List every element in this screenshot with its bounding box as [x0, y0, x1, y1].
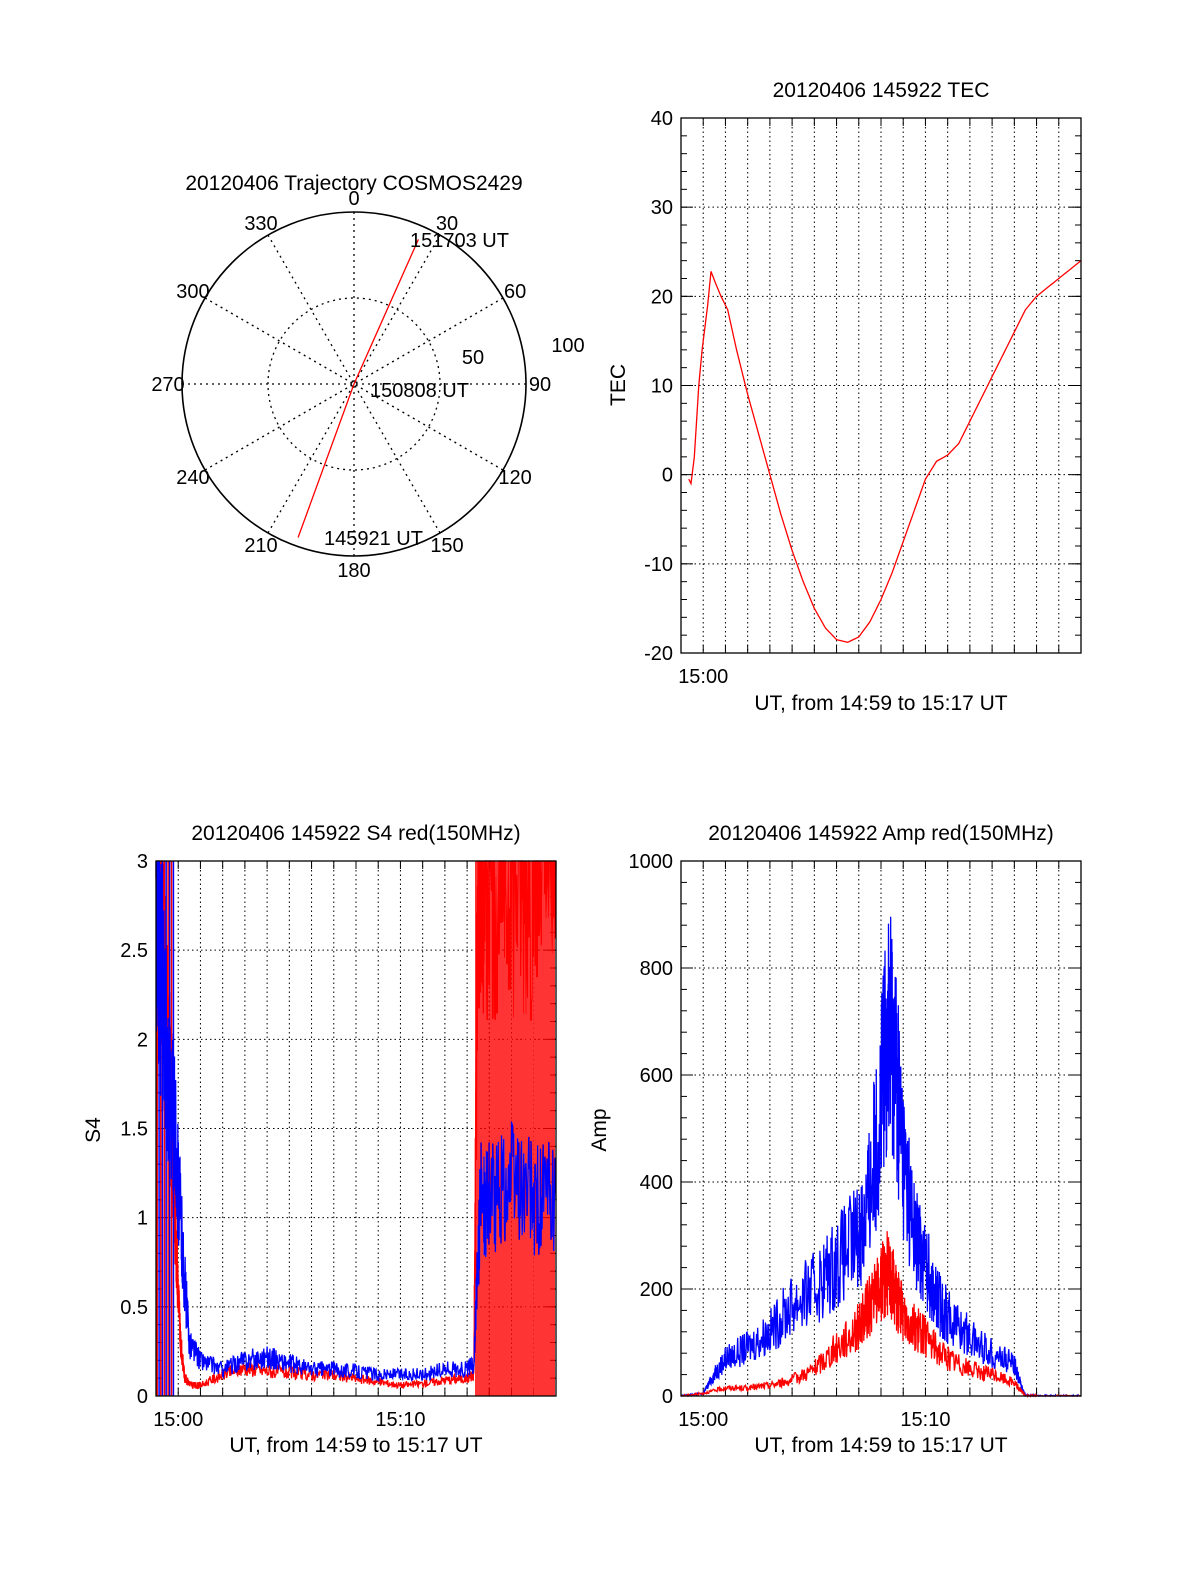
s4-chart: 20120406 145922 S4 red(150MHz) 0 0.5 1 1.5 2…	[82, 822, 557, 1457]
y-tick-label: 10	[651, 376, 673, 398]
amp-x-tick-labels: 15:00 15:10	[678, 1409, 950, 1431]
y-tick-label: 40	[651, 108, 673, 130]
y-tick-label: 0	[137, 1386, 148, 1408]
x-tick-label: 15:10	[375, 1409, 425, 1431]
amp-title: 20120406 145922 Amp red(150MHz)	[708, 822, 1054, 845]
tec-series-line	[688, 260, 1082, 643]
polar-angle-label: 300	[176, 281, 209, 303]
y-tick-label: 800	[640, 958, 673, 980]
y-tick-label: 400	[640, 1172, 673, 1194]
tec-x-tick-labels: 15:00	[678, 666, 728, 688]
x-tick-label: 15:00	[153, 1409, 203, 1431]
trajectory-label-mid: 150808 UT	[370, 380, 469, 402]
y-tick-label: 30	[651, 197, 673, 219]
tec-title: 20120406 145922 TEC	[773, 79, 990, 102]
polar-angle-label: 90	[529, 374, 551, 396]
amp-chart: 20120406 145922 Amp red(150MHz) 0 200 400 6…	[588, 822, 1082, 1457]
trajectory-polar-chart: 20120406 Trajectory COSMOS2429 0 30 60 90 12…	[151, 172, 584, 582]
polar-angle-label: 0	[348, 188, 359, 210]
x-tick-label: 15:10	[900, 1409, 950, 1431]
s4-title: 20120406 145922 S4 red(150MHz)	[191, 822, 520, 845]
tec-y-axis-label: TEC	[607, 364, 630, 406]
polar-angle-label: 240	[176, 467, 209, 489]
polar-angle-label: 210	[244, 535, 277, 557]
tec-y-tick-labels: -20 -10 0 10 20 30 40	[644, 108, 673, 665]
tec-x-axis-label: UT, from 14:59 to 15:17 UT	[754, 692, 1007, 715]
amp-y-tick-labels: 0 200 400 600 800 1000	[629, 851, 674, 1408]
y-tick-label: 0.5	[120, 1297, 148, 1319]
y-tick-label: 600	[640, 1065, 673, 1087]
tec-ticks	[681, 117, 1081, 654]
polar-radius-label-100: 100	[551, 335, 584, 357]
polar-angle-label: 150	[430, 535, 463, 557]
y-tick-label: 2.5	[120, 940, 148, 962]
trajectory-line	[297, 239, 419, 538]
polar-title: 20120406 Trajectory COSMOS2429	[185, 172, 522, 195]
s4-blue-series-line	[155, 860, 557, 1383]
polar-angle-labels: 0 30 60 90 120 150 180 210 240 270 300 330	[151, 188, 551, 582]
y-tick-label: 2	[137, 1029, 148, 1051]
amp-x-axis-label: UT, from 14:59 to 15:17 UT	[754, 1434, 1007, 1457]
s4-x-axis-label: UT, from 14:59 to 15:17 UT	[229, 1434, 482, 1457]
trajectory-label-end: 151703 UT	[410, 230, 509, 252]
polar-angle-label: 120	[498, 467, 531, 489]
s4-x-tick-labels: 15:00 15:10	[153, 1409, 425, 1431]
y-tick-label: 20	[651, 286, 673, 308]
s4-plot-frame	[155, 860, 557, 1397]
tec-grid	[681, 118, 1081, 653]
y-tick-label: 1.5	[120, 1119, 148, 1141]
polar-angle-label: 270	[151, 374, 184, 396]
s4-y-tick-labels: 0 0.5 1 1.5 2 2.5 3	[120, 851, 148, 1408]
amp-plot-frame	[680, 860, 1082, 1397]
y-tick-label: 1000	[629, 851, 674, 873]
amp-blue-series-line	[680, 916, 1081, 1398]
amp-ticks	[681, 860, 1081, 1397]
tec-plot-frame	[680, 117, 1082, 654]
polar-angle-label: 330	[244, 213, 277, 235]
y-tick-label: 0	[662, 1386, 673, 1408]
y-tick-label: 0	[662, 465, 673, 487]
polar-radius-label-50: 50	[462, 347, 484, 369]
y-tick-label: -20	[644, 643, 673, 665]
y-tick-label: 1	[137, 1208, 148, 1230]
y-tick-label: -10	[644, 554, 673, 576]
polar-angle-label: 60	[504, 281, 526, 303]
s4-y-axis-label: S4	[82, 1117, 105, 1143]
amp-red-series-line	[680, 1231, 1081, 1399]
y-tick-label: 3	[137, 851, 148, 873]
polar-angle-label: 30	[436, 213, 458, 235]
tec-chart: 20120406 145922 TEC -20 -10 0 10 20 30 40 15:0…	[607, 79, 1082, 715]
amp-y-axis-label: Amp	[588, 1108, 611, 1151]
trajectory-label-start: 145921 UT	[324, 528, 423, 550]
y-tick-label: 200	[640, 1279, 673, 1301]
x-tick-label: 15:00	[678, 1409, 728, 1431]
x-tick-label: 15:00	[678, 666, 728, 688]
polar-angle-label: 180	[337, 560, 370, 582]
